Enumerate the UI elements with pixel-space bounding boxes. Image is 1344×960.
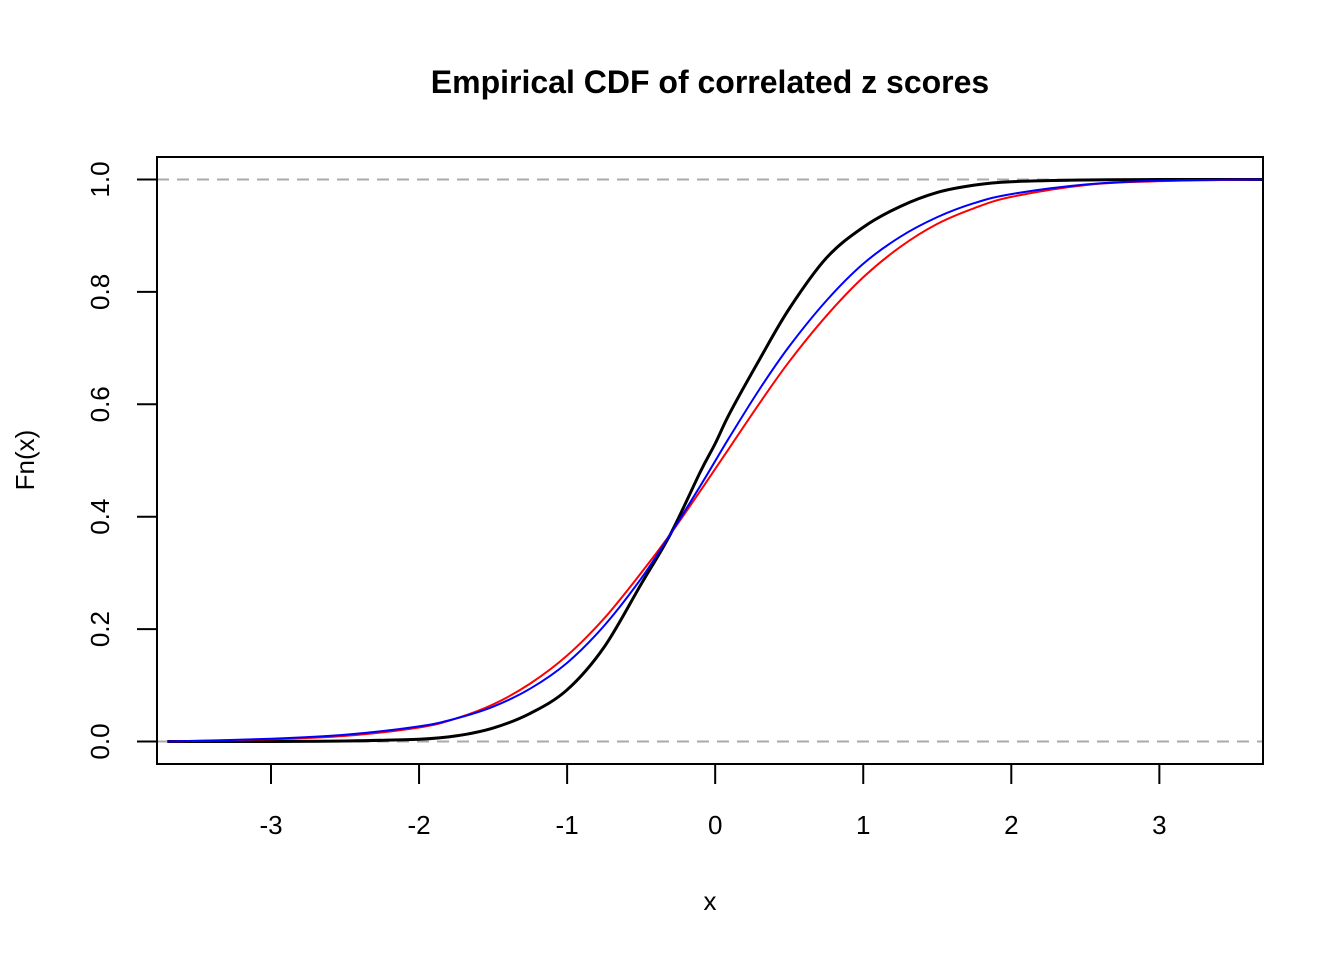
chart-title: Empirical CDF of correlated z scores (431, 64, 989, 100)
y-tick-label: 0.8 (85, 274, 115, 310)
x-tick-label: -1 (556, 810, 579, 840)
x-tick-label: 2 (1004, 810, 1018, 840)
y-axis-label: Fn(x) (10, 430, 40, 491)
series-line-2 (167, 178, 1264, 743)
y-tick-label: 0.6 (85, 386, 115, 422)
x-tick-label: 1 (856, 810, 870, 840)
x-axis-label: x (704, 886, 717, 916)
y-tick-label: 0.4 (85, 499, 115, 535)
y-axis: 0.0 0.2 0.4 0.6 0.8 1.0 (85, 161, 158, 760)
x-tick-label: -3 (259, 810, 282, 840)
x-tick-label: -2 (408, 810, 431, 840)
y-tick-label: 0.2 (85, 611, 115, 647)
series-lines (167, 177, 1264, 744)
series-line-0 (167, 177, 1264, 744)
reference-lines (157, 178, 1263, 743)
plot-frame (156, 156, 1264, 765)
x-tick-label: 0 (708, 810, 722, 840)
x-tick-label: 3 (1152, 810, 1166, 840)
x-axis: -3 -2 -1 0 1 2 3 (259, 763, 1167, 840)
y-tick-label: 1.0 (85, 161, 115, 197)
y-tick-label: 0.0 (85, 723, 115, 759)
